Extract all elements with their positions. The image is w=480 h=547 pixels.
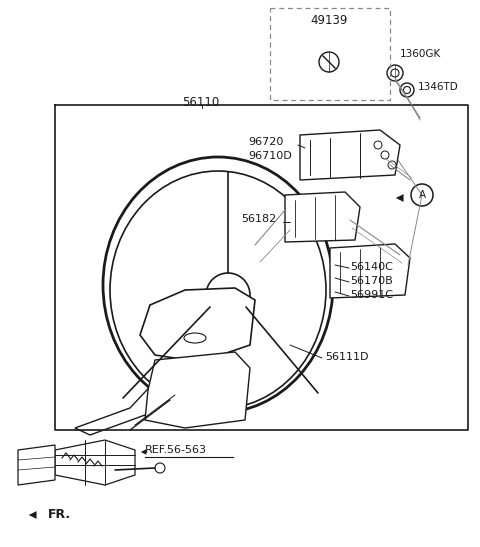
Text: 96720: 96720 — [248, 137, 283, 147]
Polygon shape — [300, 130, 400, 180]
Polygon shape — [55, 440, 135, 485]
Circle shape — [381, 151, 389, 159]
Text: 56170B: 56170B — [350, 276, 393, 286]
Polygon shape — [330, 244, 410, 298]
Text: 56140C: 56140C — [350, 262, 393, 272]
Polygon shape — [18, 445, 55, 485]
Text: 56991C: 56991C — [350, 290, 393, 300]
Text: 56182: 56182 — [241, 214, 276, 224]
Text: FR.: FR. — [48, 508, 71, 521]
Text: 1360GK: 1360GK — [400, 49, 441, 59]
Polygon shape — [285, 192, 360, 242]
Polygon shape — [140, 288, 255, 362]
Polygon shape — [75, 360, 190, 435]
Text: 1346TD: 1346TD — [418, 82, 459, 92]
Circle shape — [388, 161, 396, 169]
Text: 96710D: 96710D — [248, 151, 292, 161]
Text: A: A — [419, 190, 426, 200]
Text: REF.56-563: REF.56-563 — [145, 445, 207, 455]
Text: 56110: 56110 — [182, 96, 219, 109]
Text: 49139: 49139 — [310, 14, 348, 27]
Circle shape — [374, 141, 382, 149]
Circle shape — [155, 463, 165, 473]
Polygon shape — [145, 352, 250, 428]
Text: 56111D: 56111D — [325, 352, 369, 362]
